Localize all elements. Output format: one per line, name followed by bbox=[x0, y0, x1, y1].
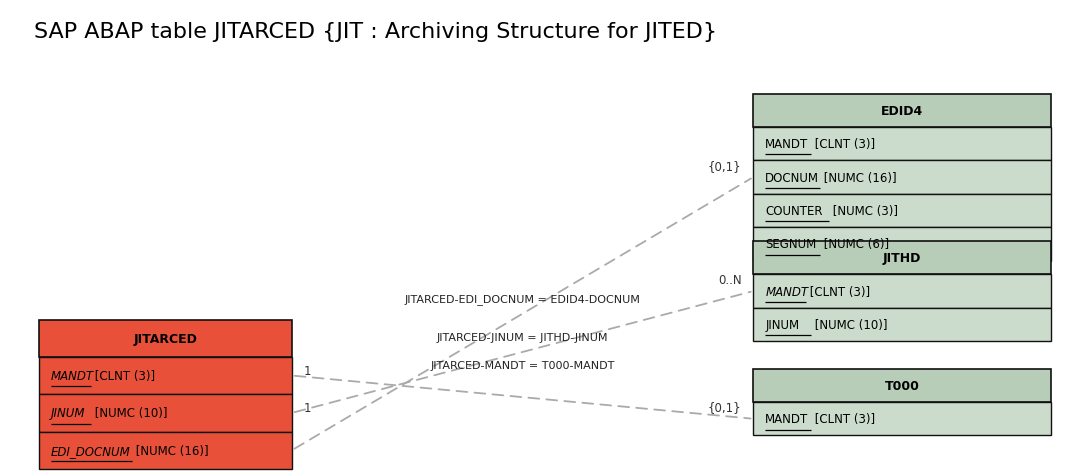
Text: 1: 1 bbox=[304, 364, 311, 377]
Bar bbox=[753, 369, 1051, 402]
Text: {0,1}: {0,1} bbox=[708, 159, 742, 172]
Text: [NUMC (3)]: [NUMC (3)] bbox=[829, 205, 898, 218]
Text: JINUM: JINUM bbox=[765, 318, 799, 331]
Text: JITARCED: JITARCED bbox=[133, 332, 198, 345]
Bar bbox=[753, 402, 1051, 436]
Text: JITARCED-JINUM = JITHD-JINUM: JITARCED-JINUM = JITHD-JINUM bbox=[437, 332, 609, 342]
Text: MANDT: MANDT bbox=[765, 138, 809, 151]
Text: [NUMC (6)]: [NUMC (6)] bbox=[820, 238, 890, 251]
Bar bbox=[753, 241, 1051, 275]
Bar bbox=[753, 161, 1051, 194]
Bar bbox=[39, 395, 292, 432]
Bar bbox=[753, 275, 1051, 308]
Text: [CLNT (3)]: [CLNT (3)] bbox=[811, 412, 875, 426]
Text: MANDT: MANDT bbox=[765, 412, 809, 426]
Bar bbox=[753, 228, 1051, 261]
Text: JITARCED-MANDT = T000-MANDT: JITARCED-MANDT = T000-MANDT bbox=[430, 360, 615, 370]
Text: MANDT: MANDT bbox=[51, 369, 94, 382]
Bar bbox=[753, 128, 1051, 161]
Text: {0,1}: {0,1} bbox=[708, 401, 742, 414]
Text: [NUMC (10)]: [NUMC (10)] bbox=[811, 318, 888, 331]
Text: SEGNUM: SEGNUM bbox=[765, 238, 816, 251]
Text: JITARCED-EDI_DOCNUM = EDID4-DOCNUM: JITARCED-EDI_DOCNUM = EDID4-DOCNUM bbox=[404, 293, 641, 304]
Text: [CLNT (3)]: [CLNT (3)] bbox=[92, 369, 156, 382]
Text: EDI_DOCNUM: EDI_DOCNUM bbox=[51, 444, 131, 457]
Bar bbox=[39, 432, 292, 469]
Text: JINUM: JINUM bbox=[51, 407, 85, 419]
Bar bbox=[753, 308, 1051, 341]
Text: 1: 1 bbox=[304, 402, 311, 415]
Text: 0..N: 0..N bbox=[718, 273, 742, 286]
Text: EDID4: EDID4 bbox=[881, 105, 923, 118]
Text: [NUMC (10)]: [NUMC (10)] bbox=[92, 407, 168, 419]
Text: SAP ABAP table JITARCED {JIT : Archiving Structure for JITED}: SAP ABAP table JITARCED {JIT : Archiving… bbox=[34, 22, 717, 42]
Text: T000: T000 bbox=[884, 379, 920, 392]
Bar bbox=[753, 94, 1051, 128]
Bar bbox=[753, 194, 1051, 228]
Text: [NUMC (16)]: [NUMC (16)] bbox=[820, 171, 896, 184]
Text: MANDT: MANDT bbox=[765, 285, 809, 298]
Bar bbox=[39, 357, 292, 395]
Bar bbox=[39, 320, 292, 357]
Text: COUNTER: COUNTER bbox=[765, 205, 823, 218]
Text: [CLNT (3)]: [CLNT (3)] bbox=[806, 285, 870, 298]
Text: JITHD: JITHD bbox=[883, 252, 921, 265]
Text: [CLNT (3)]: [CLNT (3)] bbox=[811, 138, 875, 151]
Text: DOCNUM: DOCNUM bbox=[765, 171, 819, 184]
Text: [NUMC (16)]: [NUMC (16)] bbox=[132, 444, 209, 457]
